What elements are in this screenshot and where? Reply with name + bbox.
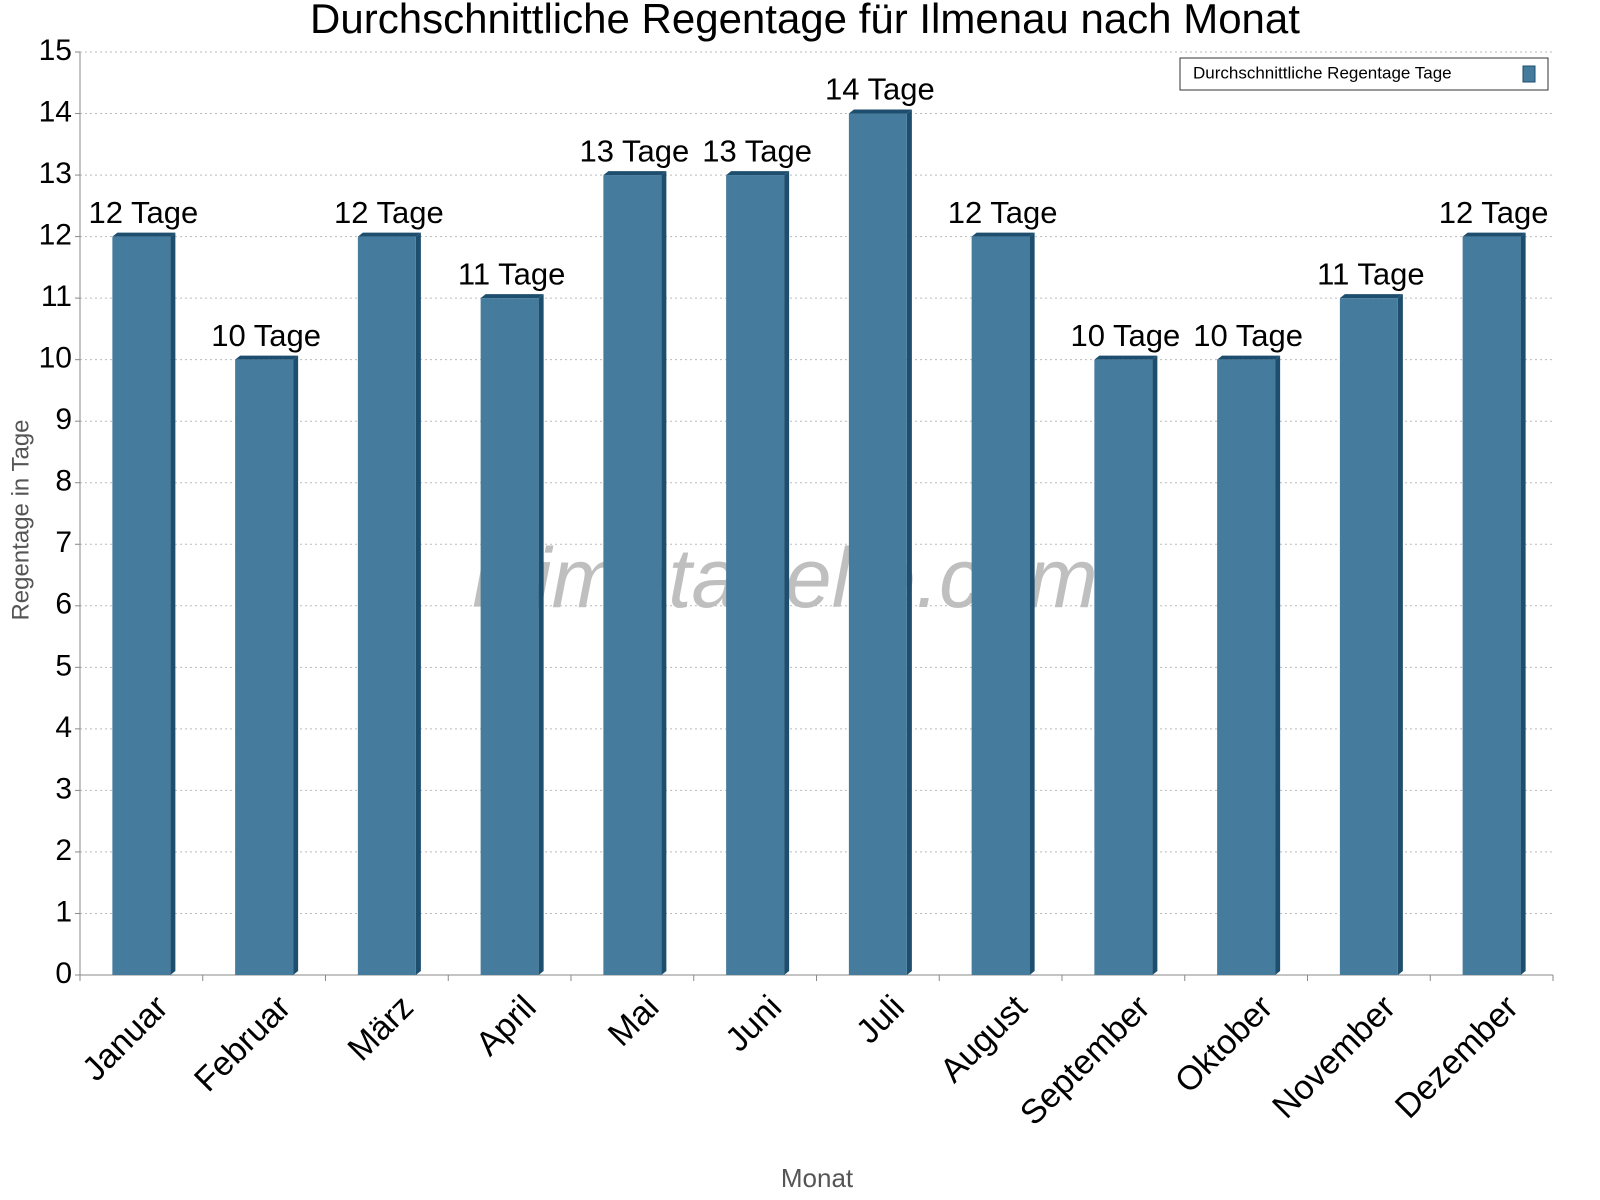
bar-side <box>784 171 790 976</box>
bar-top <box>971 232 1035 237</box>
bar <box>848 113 907 976</box>
legend-swatch <box>1522 65 1536 83</box>
data-label: 10 Tage <box>1070 318 1180 353</box>
bar <box>1462 236 1521 976</box>
bar-top <box>1339 294 1403 299</box>
x-tick-label: August <box>933 988 1035 1090</box>
y-tick-label: 11 <box>41 280 72 313</box>
y-tick-label: 3 <box>55 772 72 805</box>
bar <box>726 175 785 976</box>
bar <box>112 236 171 976</box>
x-tick-label: März <box>341 988 421 1068</box>
bar-top <box>1094 355 1158 360</box>
bar-top <box>603 171 667 176</box>
y-tick-label: 14 <box>39 95 72 128</box>
data-label: 13 Tage <box>702 133 812 168</box>
bar-top <box>726 171 790 176</box>
legend-box <box>1179 57 1549 91</box>
x-tick-label: Juli <box>849 988 912 1051</box>
y-tick-label: 2 <box>55 834 72 867</box>
bar <box>1094 359 1153 976</box>
data-label: 13 Tage <box>579 133 689 168</box>
bar <box>235 359 294 976</box>
y-tick-label: 7 <box>55 526 72 559</box>
y-tick-label: 12 <box>39 219 72 252</box>
y-tick-label: 4 <box>55 711 72 744</box>
data-label: 12 Tage <box>1439 195 1549 230</box>
x-tick-label: November <box>1265 988 1403 1126</box>
data-label: 11 Tage <box>1317 256 1424 291</box>
bar-side <box>538 294 544 976</box>
bar-side <box>661 171 667 976</box>
data-label: 11 Tage <box>458 256 565 291</box>
y-tick-label: 5 <box>55 649 72 682</box>
data-label: 10 Tage <box>211 318 321 353</box>
y-tick-label: 6 <box>55 588 72 621</box>
bar-top <box>848 109 912 114</box>
bar-top <box>1217 355 1281 360</box>
bar-side <box>1029 232 1035 976</box>
bar <box>357 236 416 976</box>
bar-side <box>906 109 912 976</box>
bar-top <box>480 294 544 299</box>
bar-top <box>357 232 421 237</box>
data-label: 12 Tage <box>334 195 444 230</box>
bar-side <box>293 355 299 976</box>
bar <box>603 175 662 976</box>
y-tick-label: 0 <box>55 957 72 990</box>
bar-top <box>112 232 176 237</box>
y-tick-label: 10 <box>39 342 72 375</box>
data-label: 14 Tage <box>825 72 935 107</box>
bar-side <box>415 232 421 976</box>
chart-title: Durchschnittliche Regentage für Ilmenau … <box>310 0 1300 42</box>
bar <box>480 298 539 976</box>
y-tick-label: 13 <box>39 157 72 190</box>
x-tick-label: Juni <box>718 988 789 1059</box>
data-label: 12 Tage <box>88 195 198 230</box>
bar <box>971 236 1030 976</box>
y-axis-label: Regentage in Tage <box>7 419 34 620</box>
y-tick-label: 9 <box>55 403 72 436</box>
bar <box>1217 359 1276 976</box>
bar <box>1339 298 1398 976</box>
legend-label: Durchschnittliche Regentage Tage <box>1193 63 1452 82</box>
x-tick-label: September <box>1013 988 1157 1132</box>
bar-top <box>235 355 299 360</box>
bar-top <box>1462 232 1526 237</box>
bar-side <box>1275 355 1281 976</box>
x-tick-label: Dezember <box>1388 988 1526 1126</box>
x-tick-label: Mai <box>601 988 667 1054</box>
bar-side <box>1397 294 1403 976</box>
bar-side <box>1520 232 1526 976</box>
bar-side <box>1152 355 1158 976</box>
y-tick-label: 8 <box>55 465 72 498</box>
y-tick-label: 15 <box>39 34 72 67</box>
x-tick-label: April <box>469 988 544 1063</box>
data-label: 12 Tage <box>948 195 1058 230</box>
x-tick-label: Januar <box>75 988 175 1088</box>
x-axis-label: Monat <box>781 1163 854 1193</box>
x-tick-label: Februar <box>187 988 298 1099</box>
data-label: 10 Tage <box>1193 318 1303 353</box>
x-tick-label: Oktober <box>1168 988 1280 1100</box>
y-tick-label: 1 <box>55 895 72 928</box>
bar-side <box>170 232 176 976</box>
